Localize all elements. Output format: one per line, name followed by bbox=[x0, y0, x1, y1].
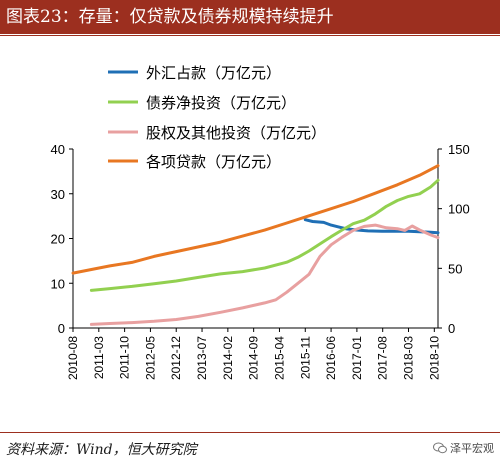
x-tick-label: 2018-10 bbox=[427, 336, 441, 380]
x-tick-label: 2015-04 bbox=[272, 336, 286, 380]
page-title: 图表23：存量：仅贷款及债券规模持续提升 bbox=[6, 7, 334, 27]
source-note: 资料来源：Wind，恒大研究院 bbox=[6, 442, 197, 458]
x-tick-label: 2011-03 bbox=[92, 336, 106, 379]
x-tick-label: 2012-05 bbox=[143, 336, 157, 380]
y-tick-label-right: 100 bbox=[448, 202, 470, 217]
y-tick-label-right: 150 bbox=[448, 142, 470, 157]
x-tick-label: 2012-12 bbox=[169, 336, 183, 380]
watermark: 泽平宏观 bbox=[433, 440, 494, 456]
x-tick-label: 2018-03 bbox=[402, 336, 416, 380]
series-line-3 bbox=[89, 223, 440, 326]
x-tick-label: 2016-06 bbox=[324, 336, 338, 380]
series-line-2 bbox=[89, 178, 440, 292]
chart-series bbox=[71, 164, 440, 326]
y-tick-label-left: 20 bbox=[51, 232, 65, 247]
legend-label-2: 债券净投资（万亿元） bbox=[146, 94, 296, 112]
y-tick-label-left: 10 bbox=[51, 276, 65, 291]
y-tick-label-left: 30 bbox=[51, 187, 65, 202]
line-chart: 0 10 20 30 40 0 50 100 150 2010-08 2011-03 2011-10 2… bbox=[51, 64, 470, 380]
chart-axes: 0 10 20 30 40 0 50 100 150 2010-08 2011-03 2011-10 2… bbox=[51, 142, 470, 380]
x-tick-label: 2014-02 bbox=[221, 336, 235, 380]
y-tick-label-left: 40 bbox=[51, 142, 65, 157]
x-tick-label: 2011-10 bbox=[118, 336, 132, 379]
legend-label-1: 外汇占款（万亿元） bbox=[146, 64, 281, 82]
x-tick-label: 2017-01 bbox=[350, 336, 364, 380]
y-tick-label-right: 0 bbox=[448, 321, 455, 336]
watermark-label: 泽平宏观 bbox=[450, 442, 494, 455]
wechat-icon bbox=[433, 442, 447, 454]
x-tick-label: 2010-08 bbox=[66, 336, 80, 380]
source-divider bbox=[0, 432, 500, 433]
x-tick-label: 2014-09 bbox=[247, 336, 261, 380]
x-tick-label: 2013-07 bbox=[195, 336, 209, 380]
x-tick-label: 2017-08 bbox=[376, 336, 390, 380]
legend-label-3: 股权及其他投资（万亿元） bbox=[146, 124, 326, 142]
chart-legend: 外汇占款（万亿元） 债券净投资（万亿元） 股权及其他投资（万亿元） 各项贷款（万亿元） bbox=[108, 64, 326, 171]
series-line-4 bbox=[71, 164, 440, 275]
title-bar: 图表23：存量：仅贷款及债券规模持续提升 bbox=[0, 0, 500, 34]
x-tick-label: 2015-11 bbox=[298, 336, 312, 379]
y-tick-label-right: 50 bbox=[448, 261, 462, 276]
legend-label-4: 各项贷款（万亿元） bbox=[146, 153, 281, 171]
title-divider bbox=[0, 35, 500, 36]
series-line-1 bbox=[303, 218, 440, 235]
y-tick-label-left: 0 bbox=[58, 321, 65, 336]
